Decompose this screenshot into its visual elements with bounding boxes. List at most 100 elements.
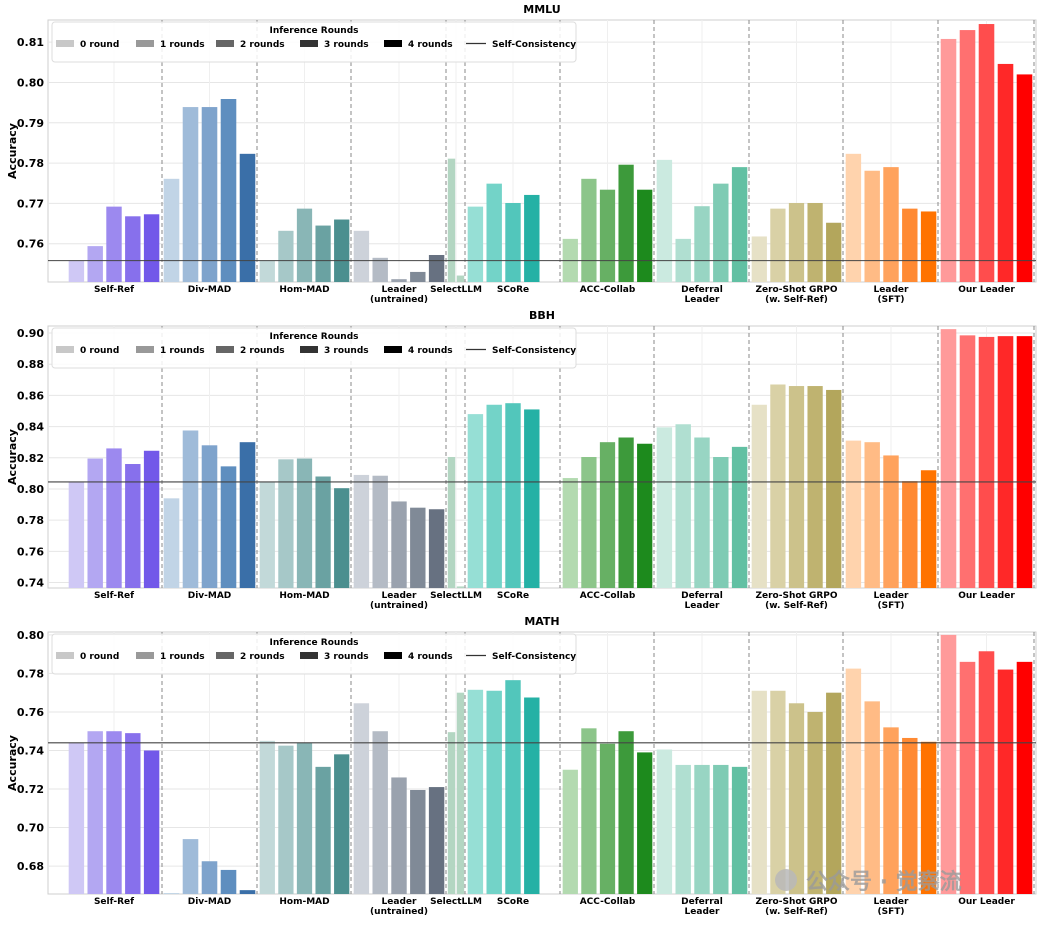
legend-swatch [300,40,318,47]
legend-item: 0 round [80,40,119,50]
panel-mmlu: 0.76 0.77 0.78 0.79 0.80 0.81 Accuracy MMLU Self… [6,3,1037,305]
legend-swatch [136,652,154,659]
bar [807,711,823,894]
bar [278,230,294,282]
bar [467,689,484,894]
bar [163,893,180,894]
chart-title: MMLU [523,3,560,16]
legend-item: 1 rounds [160,346,205,356]
bar [920,741,937,894]
bar [315,766,331,894]
category-label: (SFT) [878,295,905,305]
bar [618,731,634,894]
category-label: Zero-Shot GRPO [755,897,837,907]
legend-item: 2 rounds [240,346,285,356]
legend: Inference Rounds 0 round 1 rounds 2 rounds 3… [51,633,577,675]
bar [315,225,331,282]
bar [296,458,313,588]
bar [656,427,673,588]
bar [68,260,85,282]
legend-item: 4 rounds [408,40,453,50]
bar [599,189,616,282]
watermark: 公众号 · 觉察流 [775,869,962,895]
category-label: SCoRe [497,897,529,907]
y-tick-label: 0.80 [17,76,44,89]
y-axis-label: Accuracy [6,123,19,179]
bar [731,446,748,588]
bar [883,167,899,282]
bar [978,651,995,894]
y-tick-label: 0.82 [17,452,44,465]
bar [410,789,426,894]
bar [315,476,331,588]
bar [788,703,805,894]
bar [456,586,465,588]
bar [1016,661,1033,894]
bar [353,230,370,282]
bar [428,254,445,282]
category-label: Hom-MAD [279,591,329,601]
bar [447,158,456,282]
y-tick-label: 0.79 [17,117,44,130]
bar [864,170,880,282]
legend-item: 3 rounds [324,652,369,662]
legend-swatch [136,346,154,353]
bar [391,777,407,894]
legend-swatch [300,652,318,659]
bar [978,24,995,283]
bar [239,153,256,282]
category-label: (untrained) [370,601,428,611]
legend-line-label: Self-Consistency [492,346,576,356]
legend-title: Inference Rounds [269,332,358,342]
bar [694,206,710,282]
bar [239,442,256,588]
bar [1016,74,1033,283]
bar [524,409,540,588]
category-label: Hom-MAD [279,897,329,907]
bar [618,164,634,282]
y-tick-label: 0.90 [17,327,44,340]
category-label: Deferral [681,285,723,295]
bar [883,727,899,894]
category-label: SCoRe [497,591,529,601]
bar [770,690,786,894]
legend-swatch [216,346,234,353]
bar [296,208,313,282]
bar [296,742,313,894]
bar [182,839,199,894]
legend-item: 1 rounds [160,652,205,662]
bar [372,257,388,282]
bar [201,445,218,588]
bar [486,183,502,282]
y-tick-label: 0.78 [17,157,44,170]
bar [713,764,729,894]
bar [826,389,842,588]
bar [675,764,691,894]
bar [87,731,103,894]
bar [864,701,880,894]
bar [410,507,426,588]
bar [259,260,275,282]
legend-item: 3 rounds [324,40,369,50]
bar [562,478,578,588]
bar [259,481,275,588]
bar [201,861,218,894]
legend-line-label: Self-Consistency [492,40,576,50]
watermark-text: 公众号 · 觉察流 [806,869,962,895]
legend-swatch [56,346,74,353]
category-label: Our Leader [958,285,1015,295]
bar [731,766,748,894]
bar [940,329,957,588]
legend-title: Inference Rounds [269,638,358,648]
bar [920,211,937,282]
bar [239,890,256,894]
bar [581,457,597,588]
category-label: ACC-Collab [580,591,636,601]
bar [220,99,237,282]
category-label: Zero-Shot GRPO [755,591,837,601]
y-tick-label: 0.78 [17,667,44,680]
bar [581,728,597,894]
category-label: (w. Self-Ref) [765,907,828,917]
legend-item: 3 rounds [324,346,369,356]
